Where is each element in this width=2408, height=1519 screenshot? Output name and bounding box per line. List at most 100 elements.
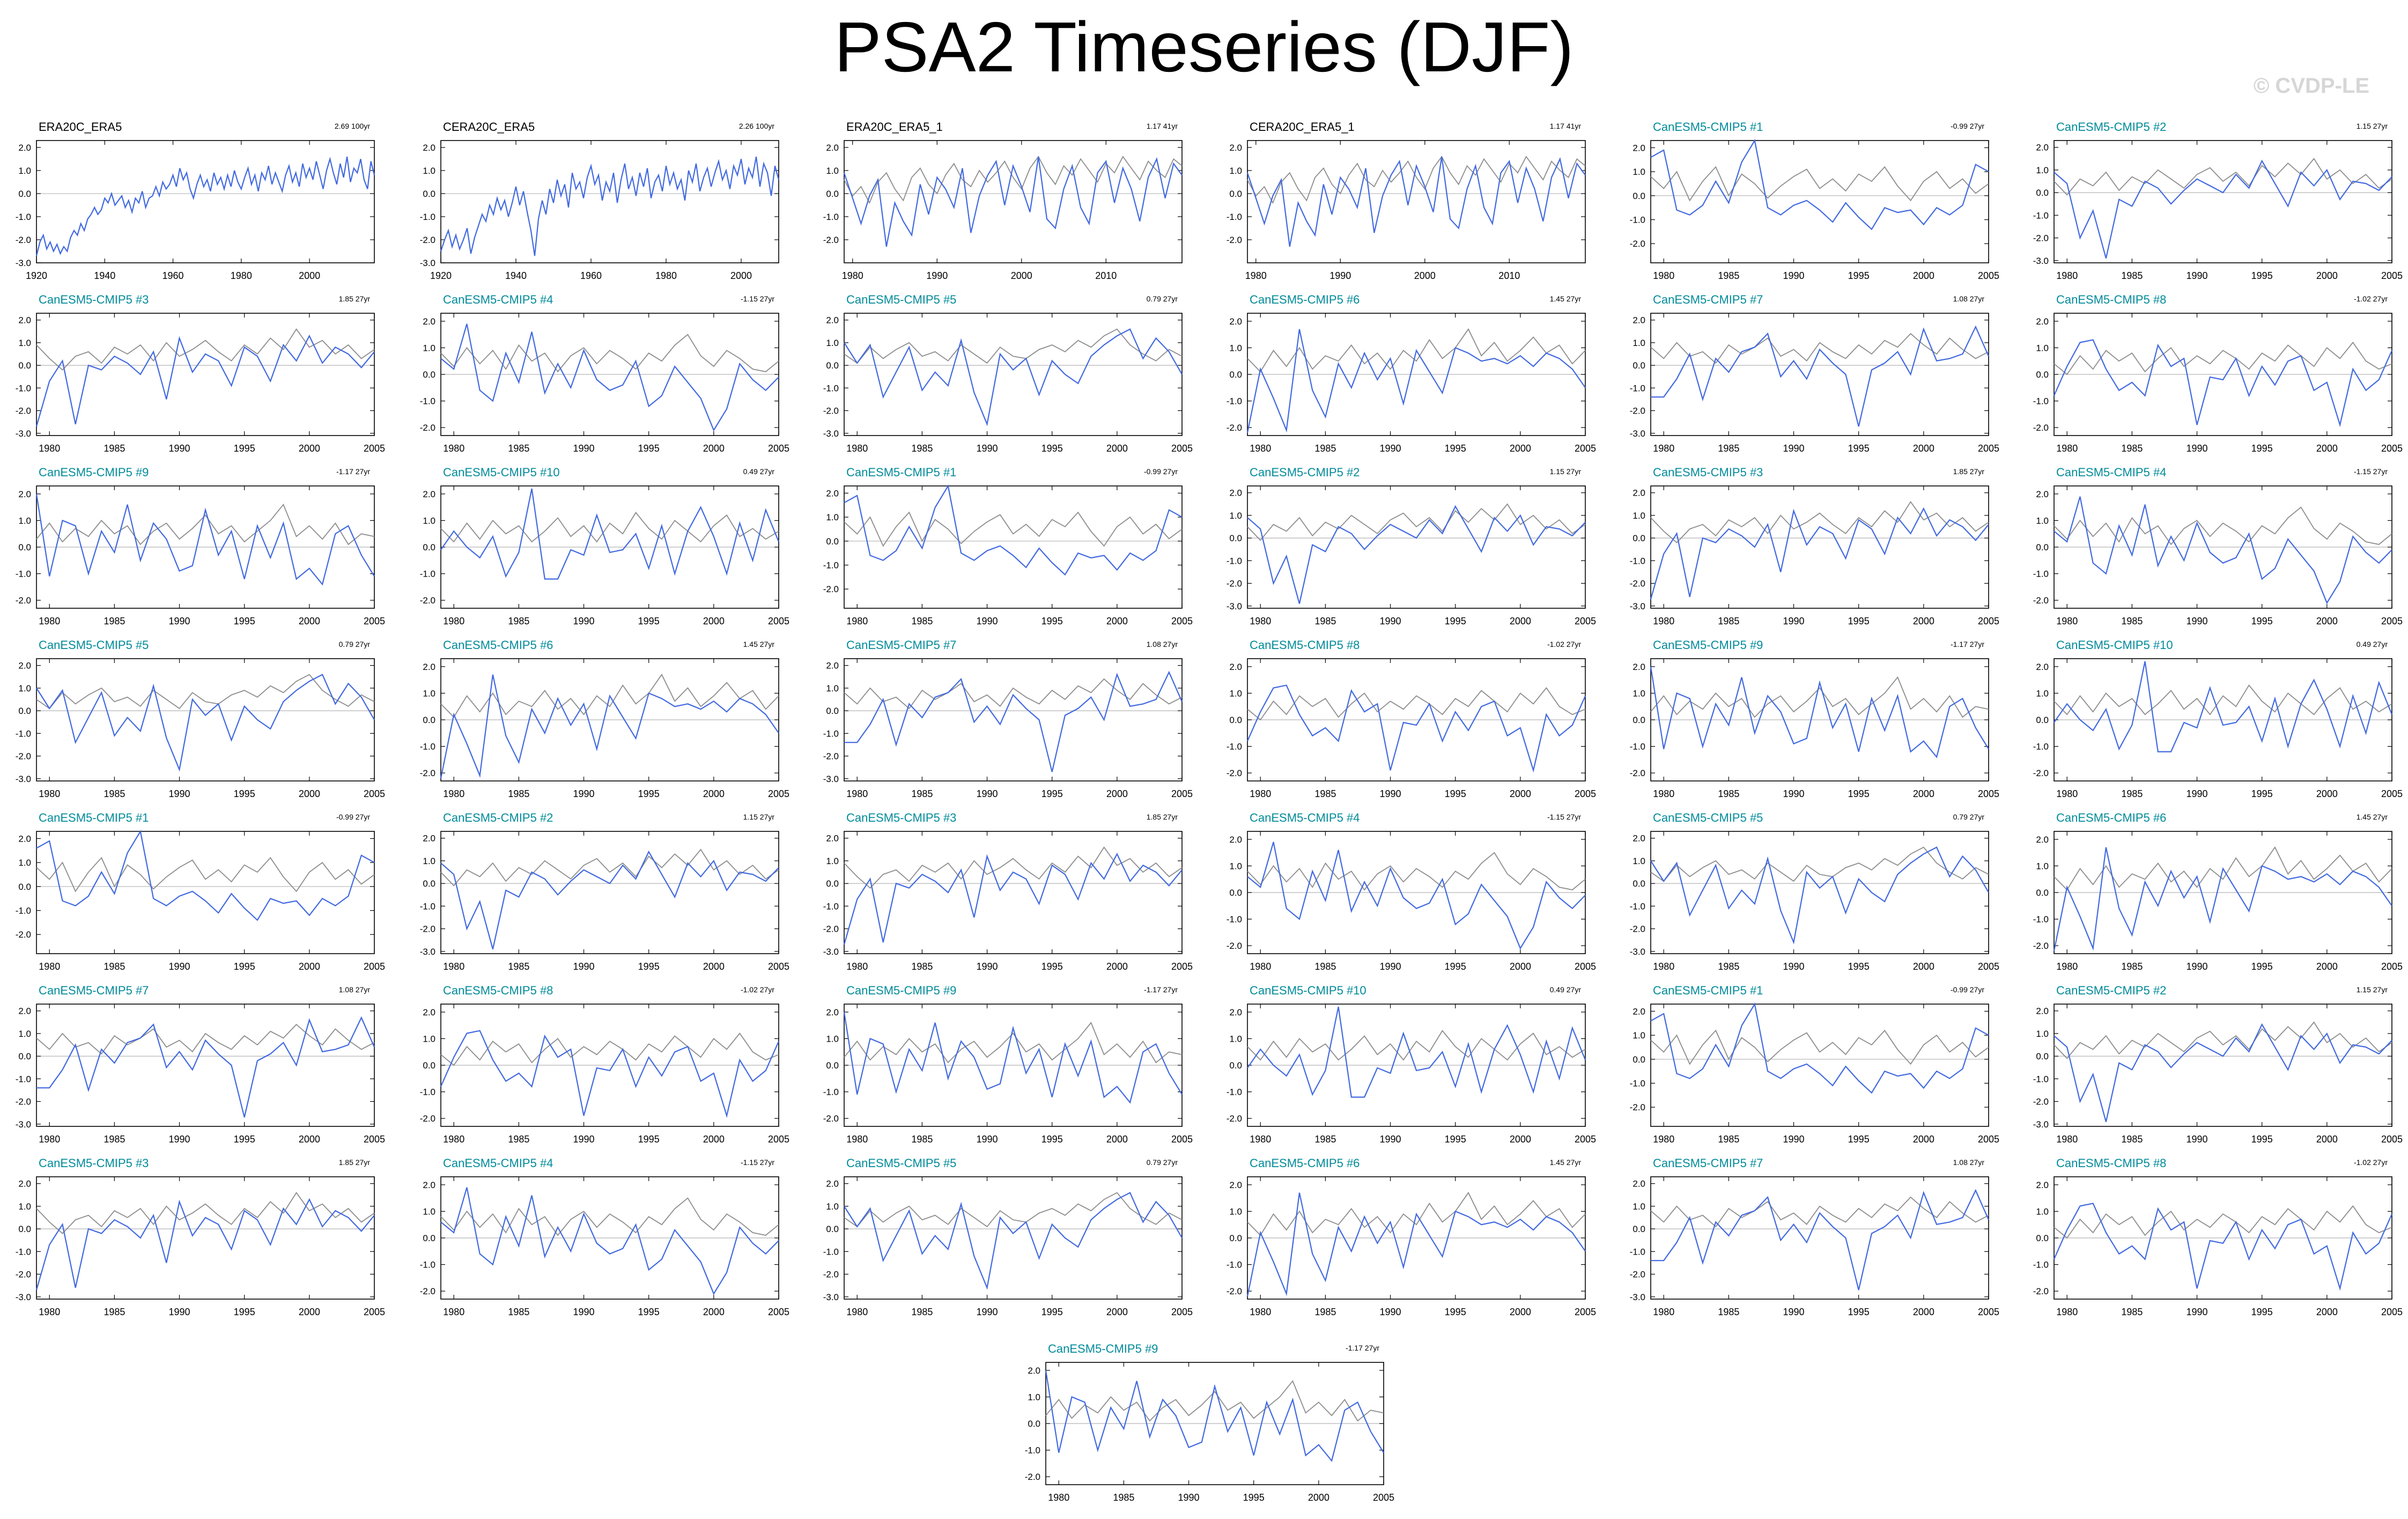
y-tick-label: -1.0 (2033, 1260, 2049, 1270)
trend-label: 0.49 27yr (743, 467, 775, 476)
x-tick-label: 1980 (443, 1307, 464, 1317)
x-tick-label: 2005 (1171, 1134, 1193, 1145)
panel-36: CanESM5-CMIP5 #2 1.15 27yr 2.0 1.0 0.0 -1.0 -2… (2033, 984, 2403, 1145)
trend-label: 1.17 41yr (1147, 122, 1178, 130)
panel-6: CanESM5-CMIP5 #2 1.15 27yr 2.0 1.0 0.0 -1.0 -2… (2033, 120, 2403, 281)
y-tick-label: -1.0 (1227, 1260, 1242, 1270)
panel-title: CanESM5-CMIP5 #8 (443, 984, 553, 997)
y-tick-label: -1.0 (823, 212, 839, 222)
panel-42: CanESM5-CMIP5 #8 -1.02 27yr 2.0 1.0 0.0 -1.0 -… (2033, 1156, 2403, 1317)
series-line (1650, 138, 1989, 231)
y-tick-label: 1.0 (423, 688, 435, 698)
trend-label: -0.99 27yr (1951, 122, 1984, 130)
x-tick-label: 1995 (234, 1307, 255, 1317)
x-tick-label: 1985 (104, 1307, 125, 1317)
series-line (844, 484, 1183, 576)
y-tick-label: 2.0 (1229, 662, 1242, 672)
panel-title: CanESM5-CMIP5 #1 (39, 811, 149, 824)
y-tick-label: -3.0 (1630, 601, 1645, 611)
series-line (2054, 496, 2392, 604)
y-tick-label: -1.0 (16, 383, 31, 393)
x-tick-label: 1995 (1445, 616, 1466, 626)
plot-frame (1650, 1004, 1989, 1127)
x-tick-label: 1985 (1718, 788, 1739, 799)
reference-series-line (36, 328, 375, 371)
panel-28: CanESM5-CMIP5 #4 -1.15 27yr 2.0 1.0 0.0 -1.0 -… (1227, 811, 1596, 972)
y-tick-label: 1.0 (1229, 343, 1242, 353)
series-line (1246, 1192, 1586, 1297)
y-tick-label: 0.0 (18, 189, 31, 199)
y-tick-label: 1.0 (826, 512, 839, 522)
x-tick-label: 2000 (1106, 616, 1128, 626)
reference-series-line (36, 1023, 375, 1055)
trend-label: 0.79 27yr (1147, 294, 1178, 303)
x-tick-label: 1980 (39, 443, 60, 454)
panel-5: CanESM5-CMIP5 #1 -0.99 27yr 2.0 1.0 0.0 -1.0 -… (1630, 120, 1999, 281)
plot-frame (844, 831, 1183, 954)
series-line (1650, 507, 1989, 600)
x-tick-label: 1990 (169, 1307, 190, 1317)
x-tick-label: 1990 (1783, 1307, 1805, 1317)
panel-9: CanESM5-CMIP5 #5 0.79 27yr 2.0 1.0 0.0 -1.0 -2… (823, 293, 1193, 454)
panel-title: CanESM5-CMIP5 #6 (443, 638, 553, 652)
x-tick-label: 2000 (299, 443, 320, 454)
x-tick-label: 1980 (39, 616, 60, 626)
panel-title: CanESM5-CMIP5 #6 (2056, 811, 2166, 824)
trend-label: 1.08 27yr (1953, 294, 1985, 303)
x-tick-label: 1985 (104, 616, 125, 626)
y-tick-label: -1.0 (823, 728, 839, 739)
y-tick-label: 0.0 (1633, 191, 1645, 201)
watermark: © CVDP-LE (2253, 74, 2369, 98)
reference-series-line (2054, 1205, 2392, 1239)
panel-title: CanESM5-CMIP5 #2 (443, 811, 553, 824)
y-tick-label: 0.0 (423, 1060, 435, 1071)
x-tick-label: 1920 (26, 270, 47, 281)
y-tick-label: 2.0 (1633, 1179, 1645, 1189)
trend-label: -1.17 27yr (1144, 985, 1178, 994)
x-tick-label: 1990 (2187, 788, 2208, 799)
y-tick-label: 0.0 (1633, 879, 1645, 889)
panel-title: ERA20C_ERA5 (39, 120, 122, 134)
x-tick-label: 1980 (2056, 270, 2078, 281)
x-tick-label: 1980 (655, 270, 677, 281)
x-tick-label: 1985 (1718, 1307, 1739, 1317)
x-tick-label: 1995 (1042, 1307, 1063, 1317)
y-tick-label: 2.0 (826, 1179, 839, 1189)
y-tick-label: 2.0 (826, 661, 839, 671)
plot-frame (36, 1004, 375, 1127)
reference-series-line (440, 673, 779, 718)
series-line (1045, 1370, 1384, 1462)
x-tick-label: 1990 (169, 616, 190, 626)
y-tick-label: 2.0 (1229, 1180, 1242, 1190)
y-tick-label: 1.0 (1633, 511, 1645, 521)
x-tick-label: 1990 (169, 788, 190, 799)
x-tick-label: 2000 (299, 1307, 320, 1317)
x-tick-label: 1990 (2187, 270, 2208, 281)
trend-label: 1.45 27yr (743, 640, 775, 648)
series-line (2053, 847, 2392, 952)
y-tick-label: 0.0 (1633, 1055, 1645, 1065)
y-tick-label: -3.0 (1630, 1292, 1645, 1302)
x-tick-label: 1995 (638, 961, 660, 972)
x-tick-label: 1990 (2187, 443, 2208, 454)
trend-label: 1.08 27yr (1953, 1158, 1985, 1167)
panel-37: CanESM5-CMIP5 #3 1.85 27yr 2.0 1.0 0.0 -1.0 -2… (16, 1156, 385, 1317)
x-tick-label: 2000 (2316, 270, 2338, 281)
series-line (1651, 325, 1990, 427)
x-tick-label: 2000 (1011, 270, 1032, 281)
y-tick-label: -2.0 (16, 930, 31, 940)
x-tick-label: 2000 (1106, 1307, 1128, 1317)
reference-series-line (844, 1021, 1183, 1064)
x-tick-label: 2005 (768, 1307, 789, 1317)
panel-32: CanESM5-CMIP5 #8 -1.02 27yr 2.0 1.0 0.0 -1.0 -… (420, 984, 789, 1145)
y-tick-label: -1.0 (420, 742, 435, 752)
y-tick-label: 0.0 (826, 536, 839, 547)
trend-label: 1.08 27yr (339, 985, 371, 994)
panel-title: CanESM5-CMIP5 #10 (1250, 984, 1366, 997)
plot-frame (36, 1176, 375, 1300)
y-tick-label: -1.0 (2033, 1074, 2049, 1084)
y-tick-label: 2.0 (2036, 143, 2049, 153)
trend-label: 1.15 27yr (743, 813, 775, 821)
x-tick-label: 1990 (2187, 616, 2208, 626)
y-tick-label: -2.0 (2033, 1097, 2049, 1107)
